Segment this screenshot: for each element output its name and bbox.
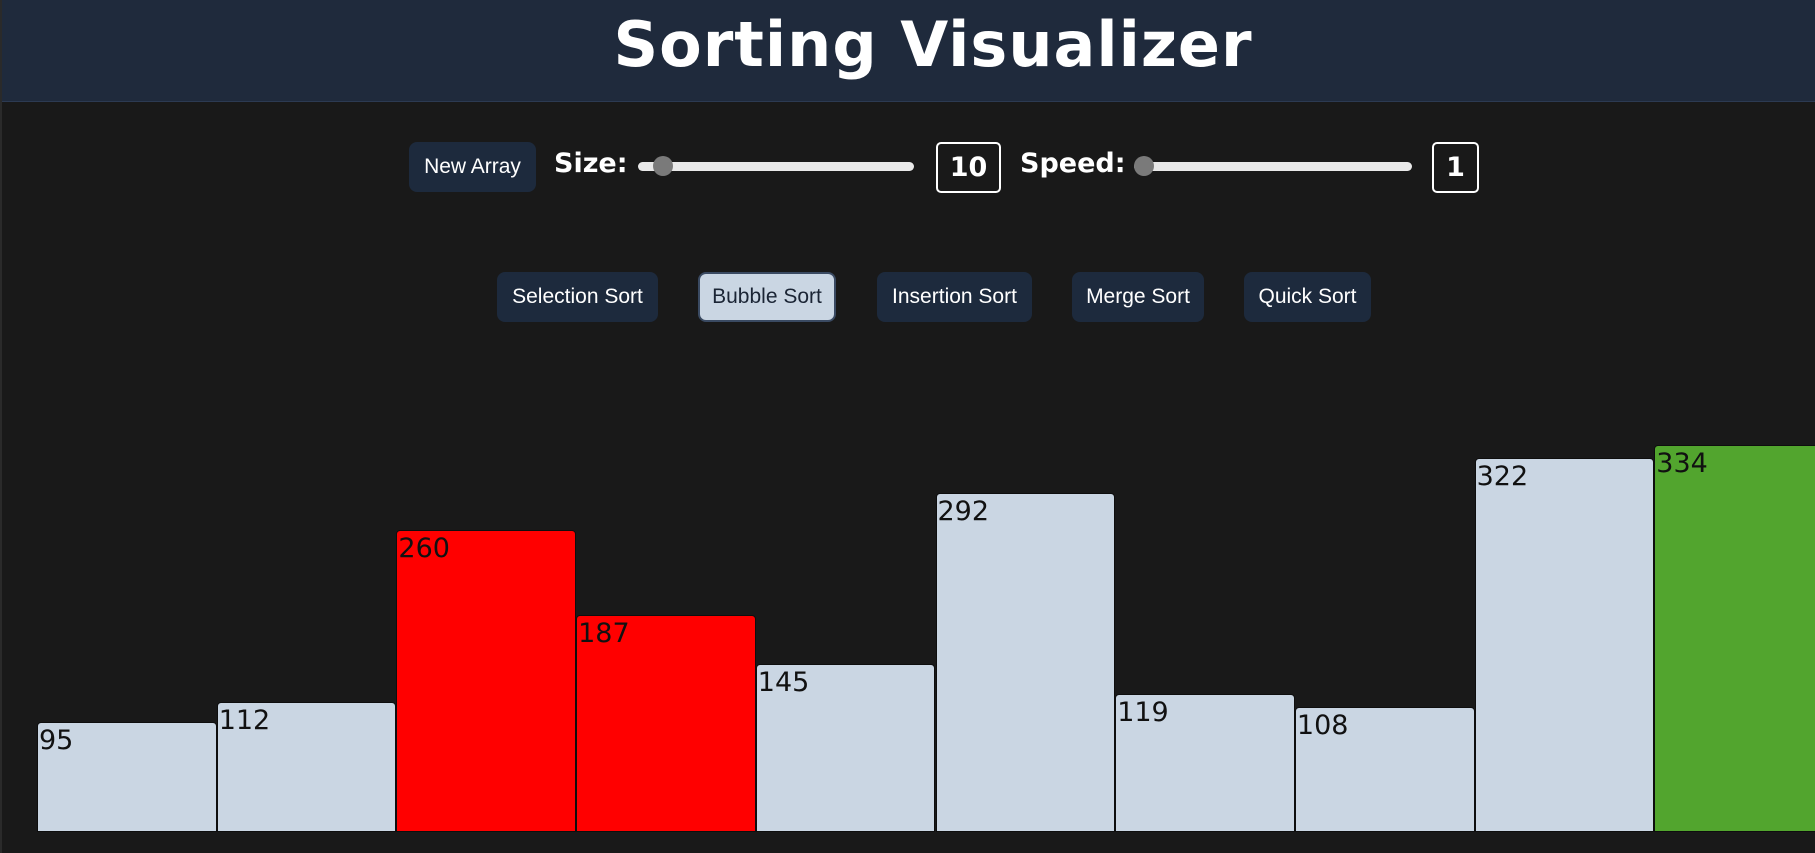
array-bar: 119 xyxy=(1115,693,1295,832)
array-bars: 95 112 260 187 145 292 119 108 322 334 xyxy=(2,380,1815,832)
page-title: Sorting Visualizer xyxy=(613,8,1253,81)
bar-value-label: 95 xyxy=(39,724,74,756)
bar-value-label: 145 xyxy=(757,666,810,698)
speed-label: Speed: xyxy=(1020,148,1126,179)
array-bar: 112 xyxy=(216,702,397,832)
speed-slider-thumb[interactable] xyxy=(1134,156,1154,176)
bar-value-label: 119 xyxy=(1117,696,1169,728)
header-bar: Sorting Visualizer xyxy=(2,0,1815,102)
array-bar: 260 xyxy=(396,530,577,832)
array-bar: 334 xyxy=(1654,444,1815,832)
quick-sort-button[interactable]: Quick Sort xyxy=(1244,272,1371,322)
size-value-box: 10 xyxy=(936,142,1001,193)
array-bar: 108 xyxy=(1294,706,1475,832)
array-bar: 95 xyxy=(37,721,217,832)
bar-value-label: 112 xyxy=(218,705,271,737)
bar-value-label: 108 xyxy=(1296,709,1349,741)
insertion-sort-button[interactable]: Insertion Sort xyxy=(877,272,1032,322)
size-slider-thumb[interactable] xyxy=(653,156,674,176)
bubble-sort-button[interactable]: Bubble Sort xyxy=(698,272,836,322)
array-bar: 292 xyxy=(935,493,1116,832)
selection-sort-button[interactable]: Selection Sort xyxy=(497,272,658,322)
size-label: Size: xyxy=(554,148,628,179)
bar-value-label: 334 xyxy=(1656,447,1708,479)
size-slider[interactable] xyxy=(638,156,914,176)
array-bar: 322 xyxy=(1474,458,1655,832)
bar-value-label: 187 xyxy=(578,618,630,650)
bar-value-label: 260 xyxy=(398,533,450,565)
controls-row: New Array Size: 10 Speed: 1 xyxy=(2,140,1815,194)
speed-slider[interactable] xyxy=(1134,156,1412,176)
array-bar: 145 xyxy=(755,663,936,832)
bar-value-label: 292 xyxy=(937,496,990,528)
merge-sort-button[interactable]: Merge Sort xyxy=(1072,272,1204,322)
array-bar: 187 xyxy=(576,615,756,832)
new-array-button[interactable]: New Array xyxy=(409,142,536,192)
bar-value-label: 322 xyxy=(1476,461,1529,493)
speed-value-box: 1 xyxy=(1432,142,1479,193)
